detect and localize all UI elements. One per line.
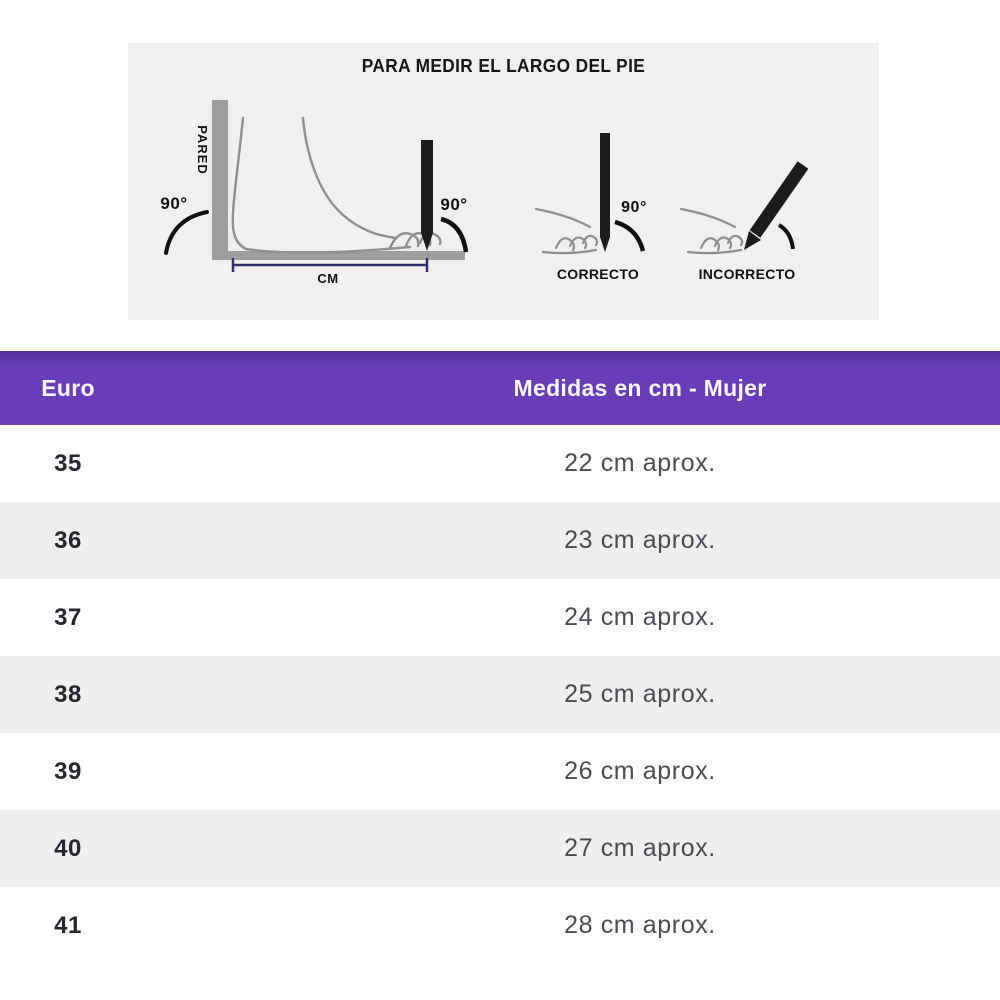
table-row: 38 25 cm aprox. bbox=[0, 656, 1000, 733]
foot-measuring-diagram: PARA MEDIR EL LARGO DEL PIE PARED 90° 90… bbox=[128, 43, 879, 320]
measurement-line bbox=[231, 258, 429, 272]
angle-arc-incorrect bbox=[777, 223, 795, 250]
angle-label-right: 90° bbox=[440, 195, 468, 214]
correct-hand-sketch bbox=[534, 207, 599, 255]
measure-unit-label: CM bbox=[317, 271, 339, 286]
euro-size-value: 35 bbox=[54, 449, 82, 477]
table-body: 35 22 cm aprox. 36 23 cm aprox. 37 24 cm… bbox=[0, 425, 1000, 964]
angle-arc-correct bbox=[614, 219, 646, 252]
euro-size-value: 40 bbox=[54, 834, 82, 862]
size-table: Euro Medidas en cm - Mujer 35 22 cm apro… bbox=[0, 351, 1000, 964]
table-row: 41 28 cm aprox. bbox=[0, 887, 1000, 964]
pencil-vertical-icon bbox=[600, 133, 610, 252]
header-euro: Euro bbox=[41, 374, 95, 401]
angle-label-left: 90° bbox=[160, 194, 188, 213]
correct-label: CORRECTO bbox=[556, 266, 640, 282]
euro-size-value: 37 bbox=[54, 603, 82, 631]
euro-size-value: 39 bbox=[54, 757, 82, 785]
table-row: 36 23 cm aprox. bbox=[0, 502, 1000, 579]
table-row: 40 27 cm aprox. bbox=[0, 810, 1000, 887]
incorrect-hand-sketch bbox=[679, 207, 744, 255]
angle-label-correct: 90° bbox=[621, 199, 647, 216]
measurement-value: 26 cm aprox. bbox=[564, 757, 716, 785]
wall-label: PARED bbox=[195, 125, 210, 175]
angle-arc-left bbox=[164, 210, 209, 255]
diagram-title: PARA MEDIR EL LARGO DEL PIE bbox=[361, 56, 646, 76]
header-medidas: Medidas en cm - Mujer bbox=[513, 374, 767, 401]
table-row: 39 26 cm aprox. bbox=[0, 733, 1000, 810]
pencil-icon bbox=[421, 140, 433, 251]
diagram-graphics bbox=[164, 100, 809, 272]
pencil-tilted-icon bbox=[744, 161, 809, 250]
measurement-value: 25 cm aprox. bbox=[564, 680, 716, 708]
measurement-value: 22 cm aprox. bbox=[564, 449, 716, 477]
table-row: 35 22 cm aprox. bbox=[0, 425, 1000, 502]
wall-and-floor-shape bbox=[212, 100, 465, 260]
euro-size-value: 36 bbox=[54, 526, 82, 554]
foot-outline-sketch bbox=[231, 116, 442, 254]
measurement-value: 24 cm aprox. bbox=[564, 603, 716, 631]
measurement-value: 27 cm aprox. bbox=[564, 834, 716, 862]
angle-arc-right bbox=[440, 216, 469, 253]
table-row: 37 24 cm aprox. bbox=[0, 579, 1000, 656]
incorrect-label: INCORRECTO bbox=[698, 266, 796, 282]
table-header: Euro Medidas en cm - Mujer bbox=[0, 351, 1000, 425]
euro-size-value: 41 bbox=[54, 911, 82, 939]
euro-size-value: 38 bbox=[54, 680, 82, 708]
measurement-value: 28 cm aprox. bbox=[564, 911, 716, 939]
measurement-value: 23 cm aprox. bbox=[564, 526, 716, 554]
